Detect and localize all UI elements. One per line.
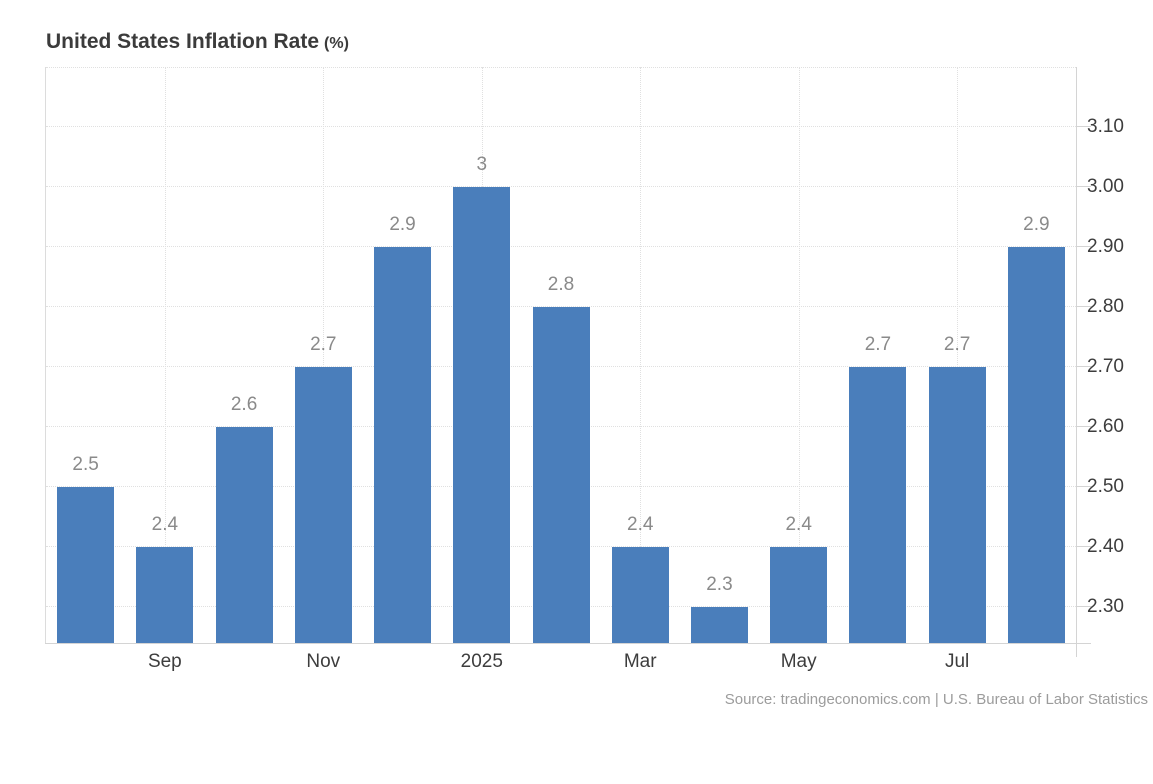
- x-tick-label: May: [780, 651, 817, 672]
- h-gridline: [46, 306, 1076, 307]
- bar-value-label: 2.4: [785, 514, 812, 535]
- bar[interactable]: [57, 487, 115, 643]
- y-tick-label: 2.90: [1087, 236, 1124, 257]
- y-tick-label: 2.80: [1087, 296, 1124, 317]
- bar-value-label: 2.6: [230, 394, 258, 415]
- y-tick-label: 3.00: [1087, 176, 1124, 197]
- h-gridline: [46, 186, 1076, 187]
- v-gridline: [323, 67, 325, 643]
- x-tick-label: Sep: [147, 651, 182, 672]
- y-axis-tick-mark: [1076, 306, 1091, 307]
- bar-value-label: 2.9: [389, 214, 416, 235]
- x-tick-label: Mar: [623, 651, 657, 672]
- bar[interactable]: [928, 367, 986, 643]
- bar[interactable]: [849, 367, 907, 643]
- v-gridline: [798, 67, 800, 643]
- bar[interactable]: [690, 607, 748, 643]
- h-gridline: [46, 126, 1076, 127]
- chart-title: United States Inflation Rate (%): [46, 30, 349, 54]
- bar[interactable]: [453, 187, 511, 643]
- y-axis-tick-mark: [1076, 606, 1091, 607]
- bar[interactable]: [374, 247, 432, 643]
- bar-value-label: 2.8: [547, 274, 575, 295]
- bar-value-label: 2.7: [943, 334, 971, 355]
- bar[interactable]: [294, 367, 352, 643]
- bar[interactable]: [1007, 247, 1065, 643]
- v-gridline: [164, 67, 166, 643]
- h-gridline: [46, 246, 1076, 247]
- y-axis-tick-mark: [1076, 246, 1091, 247]
- y-tick-label: 2.40: [1087, 536, 1124, 557]
- y-axis-tick-mark: [1076, 126, 1091, 127]
- y-axis-tick-mark: [1076, 546, 1091, 547]
- bar[interactable]: [532, 307, 590, 643]
- bar-value-label: 2.4: [151, 514, 179, 535]
- x-tick-label: Nov: [306, 651, 341, 672]
- y-axis-tick-mark: [1076, 486, 1091, 487]
- bar-value-label: 2.7: [864, 334, 892, 355]
- bar-value-label: 2.9: [1023, 214, 1050, 235]
- y-tick-label: 2.50: [1087, 476, 1124, 497]
- bar-value-label: 3: [476, 154, 488, 175]
- bar-value-label: 2.5: [72, 454, 99, 475]
- v-gridline: [957, 67, 959, 643]
- bar[interactable]: [136, 547, 194, 643]
- x-axis-line: [45, 643, 1091, 644]
- v-gridline: [640, 67, 642, 643]
- y-tick-label: 3.10: [1087, 116, 1124, 137]
- y-axis-line: [1076, 67, 1077, 657]
- bar[interactable]: [770, 547, 828, 643]
- y-axis-tick-mark: [1076, 186, 1091, 187]
- source-attribution: Source: tradingeconomics.com | U.S. Bure…: [724, 691, 1148, 708]
- bar[interactable]: [215, 427, 273, 643]
- y-tick-label: 2.70: [1087, 356, 1124, 377]
- y-tick-label: 2.30: [1087, 596, 1124, 617]
- y-tick-label: 2.60: [1087, 416, 1124, 437]
- chart-title-text: United States Inflation Rate: [46, 30, 320, 53]
- x-tick-label: Jul: [944, 651, 970, 672]
- bar-value-label: 2.3: [706, 574, 733, 595]
- plot-top-border: [46, 67, 1076, 68]
- plot-area: 2.30 2.40 2.50 2.60 2.70 2.80 2.90 3.00 3.10 Sep N…: [45, 67, 1124, 672]
- bar[interactable]: [611, 547, 669, 643]
- chart-title-unit: (%): [324, 35, 349, 52]
- bar-value-label: 2.7: [310, 334, 337, 355]
- bar-value-label: 2.4: [627, 514, 654, 535]
- y-axis-tick-mark: [1076, 426, 1091, 427]
- x-tick-label: 2025: [460, 651, 503, 672]
- y-axis-tick-mark: [1076, 366, 1091, 367]
